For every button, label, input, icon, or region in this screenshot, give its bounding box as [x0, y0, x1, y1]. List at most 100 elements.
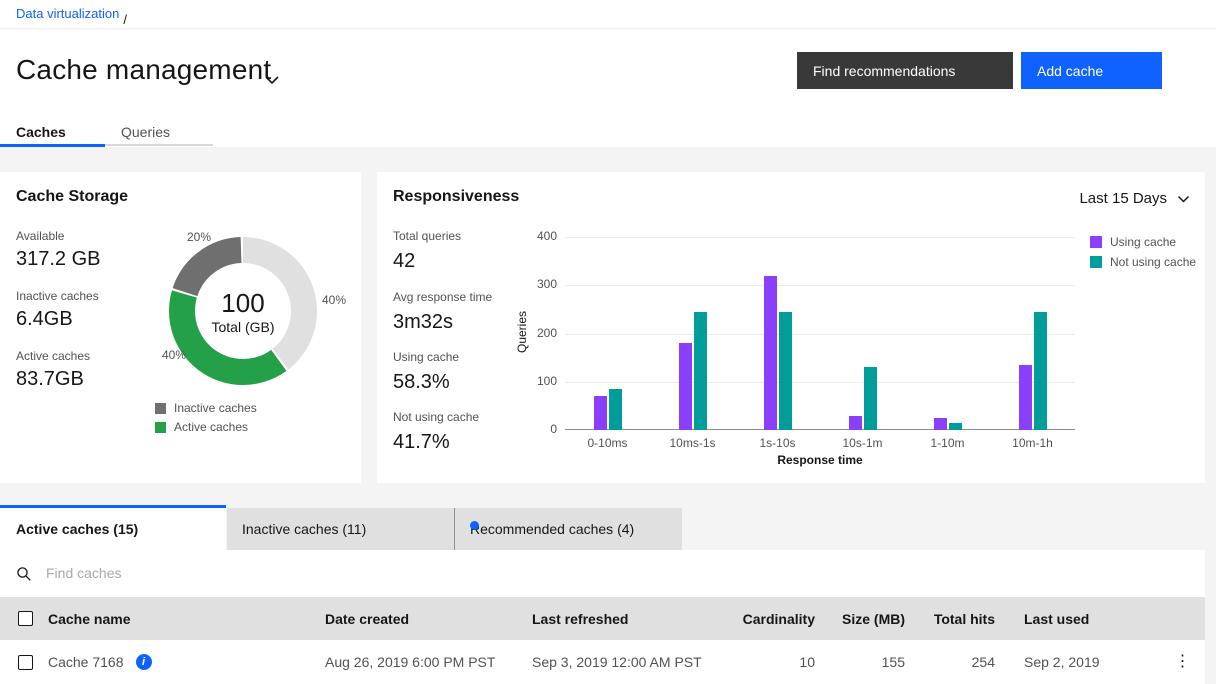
page-title: Cache management — [16, 54, 272, 85]
search-icon — [16, 566, 32, 587]
title-chevron-down-icon[interactable] — [264, 72, 280, 90]
time-range-value: Last 15 Days — [1079, 190, 1167, 207]
stat-total-queries-value: 42 — [393, 250, 416, 272]
bar-using-cache-10ms-1s — [678, 343, 692, 430]
x-tick-1s-10s: 1s-10s — [759, 436, 796, 450]
stat-inactive-value: 6.4GB — [16, 308, 73, 330]
x-tick-10s-1m: 10s-1m — [842, 436, 883, 450]
y-tick-200: 200 — [536, 325, 557, 340]
donut-center-label: Total (GB) — [211, 319, 275, 335]
gridline-400 — [565, 237, 1075, 238]
overflow-menu-icon[interactable]: ⋮ — [1174, 653, 1191, 670]
storage-donut-chart — [169, 237, 317, 385]
bar-using-cache-10s-1m — [848, 415, 862, 430]
cell-size-mb: 155 — [881, 654, 905, 670]
tab-active-caches-label: Active caches (15) — [16, 521, 139, 537]
bar-not-using-cache-10m-1h — [1033, 311, 1047, 430]
y-tick-400: 400 — [536, 229, 557, 243]
tab-inactive-caches[interactable]: Inactive caches (11) — [227, 508, 454, 550]
add-cache-button[interactable]: Add cache — [1021, 52, 1162, 89]
row-checkbox[interactable] — [18, 654, 33, 670]
stat-not-using-cache-value: 41.7% — [393, 431, 450, 453]
breadcrumb-separator: / — [123, 12, 127, 27]
tab-recommended-caches[interactable]: Recommended caches (4) — [454, 508, 682, 550]
x-tick-1-10m: 1-10m — [930, 436, 965, 450]
responsiveness-card: Responsiveness Last 15 Days Total querie… — [377, 172, 1205, 483]
col-header-cache-name: Cache name — [48, 610, 131, 627]
stat-avg-response-value: 3m32s — [393, 311, 454, 333]
legend-using-cache: Using cache — [1090, 235, 1196, 249]
cell-last-used: Sep 2, 2019 — [1024, 654, 1100, 670]
breadcrumb-bar — [0, 0, 1216, 28]
tab-caches[interactable]: Caches — [0, 117, 105, 147]
x-tick-10m-1h: 10m-1h — [1012, 436, 1053, 450]
cell-cardinality: 10 — [799, 654, 815, 670]
bar-using-cache-0-10ms — [593, 396, 607, 430]
not-using-cache-legend-label: Not using cache — [1110, 255, 1197, 269]
x-tick-0-10ms: 0-10ms — [587, 436, 628, 450]
y-tick-100: 100 — [536, 373, 557, 388]
stat-inactive-label: Inactive caches — [16, 289, 99, 303]
stat-total-queries-label: Total queries — [393, 229, 462, 243]
cell-last-refreshed: Sep 3, 2019 12:00 AM PST — [532, 654, 702, 670]
col-header-total-hits: Total hits — [933, 610, 995, 627]
donut-center-value: 100 — [221, 288, 265, 318]
breadcrumb-link[interactable]: Data virtualization — [16, 6, 120, 21]
using-cache-legend-label: Using cache — [1110, 235, 1177, 249]
col-header-last-refreshed: Last refreshed — [532, 610, 629, 627]
cache-storage-title: Cache Storage — [16, 188, 129, 205]
find-recommendations-button[interactable]: Find recommendations — [797, 52, 1013, 89]
bar-not-using-cache-0-10ms — [608, 388, 622, 430]
storage-legend-inactive: Inactive caches — [155, 401, 257, 415]
donut-slice-inactive-caches — [169, 237, 317, 385]
donut-label-40pct-right: 40% — [321, 293, 347, 307]
bar-using-cache-1-10m — [933, 417, 947, 430]
chevron-down-icon — [1177, 195, 1190, 203]
tab-queries[interactable]: Queries — [105, 117, 213, 146]
y-tick-300: 300 — [536, 277, 557, 292]
x-tick-10ms-1s: 10ms-1s — [669, 436, 716, 450]
legend-not-using-cache: Not using cache — [1090, 255, 1196, 269]
stat-using-cache-value: 58.3% — [393, 371, 450, 393]
stat-active-label: Active caches — [16, 349, 91, 363]
cache-storage-card: Cache Storage Available 317.2 GB Inactiv… — [0, 172, 361, 483]
cell-cache-name: Cache 7168 — [48, 654, 124, 670]
donut-slice-available — [169, 237, 317, 385]
notification-dot — [470, 521, 479, 530]
tab-recommended-caches-label: Recommended caches (4) — [470, 521, 635, 537]
table-toolbar — [0, 550, 1205, 597]
col-header-last-used: Last used — [1024, 610, 1090, 627]
gridline-100 — [565, 381, 1075, 383]
stat-active-value: 83.7GB — [16, 368, 84, 390]
info-icon[interactable]: i — [135, 654, 152, 670]
inactive-caches-swatch — [155, 402, 166, 414]
bar-using-cache-1s-10s — [763, 275, 777, 430]
breadcrumb: Data virtualization / — [16, 6, 127, 27]
col-header-cardinality: Cardinality — [742, 610, 815, 627]
table-header-row: Cache name Date created Last refreshed C… — [0, 597, 1205, 640]
donut-label-40pct-left: 40% — [161, 348, 187, 362]
active-caches-legend-label: Active caches — [174, 420, 249, 434]
response-time-bar-chart — [565, 237, 1075, 430]
bar-not-using-cache-10ms-1s — [693, 311, 707, 430]
y-tick-0: 0 — [550, 422, 557, 436]
bar-not-using-cache-1-10m — [948, 422, 962, 430]
tab-inactive-caches-label: Inactive caches (11) — [242, 521, 367, 537]
responsiveness-title: Responsiveness — [393, 188, 520, 205]
active-caches-swatch — [155, 421, 166, 433]
table-row: Cache 7168 i Aug 26, 2019 6:00 PM PST Se… — [0, 640, 1205, 684]
stat-not-using-cache-label: Not using cache — [393, 410, 480, 424]
select-all-checkbox[interactable] — [18, 611, 33, 626]
cell-total-hits: 254 — [971, 654, 995, 670]
not-using-cache-swatch — [1090, 256, 1102, 268]
tab-queries-label: Queries — [121, 124, 171, 140]
time-range-selector[interactable]: Last 15 Days — [1079, 190, 1190, 207]
stat-available-value: 317.2 GB — [16, 248, 101, 270]
stat-using-cache-label: Using cache — [393, 350, 460, 364]
search-input[interactable] — [44, 558, 444, 588]
storage-legend-active: Active caches — [155, 420, 248, 434]
tab-active-caches[interactable]: Active caches (15) — [0, 505, 226, 550]
x-axis-title: Response time — [777, 453, 863, 467]
tab-caches-label: Caches — [16, 124, 66, 140]
col-header-date-created: Date created — [325, 610, 410, 627]
